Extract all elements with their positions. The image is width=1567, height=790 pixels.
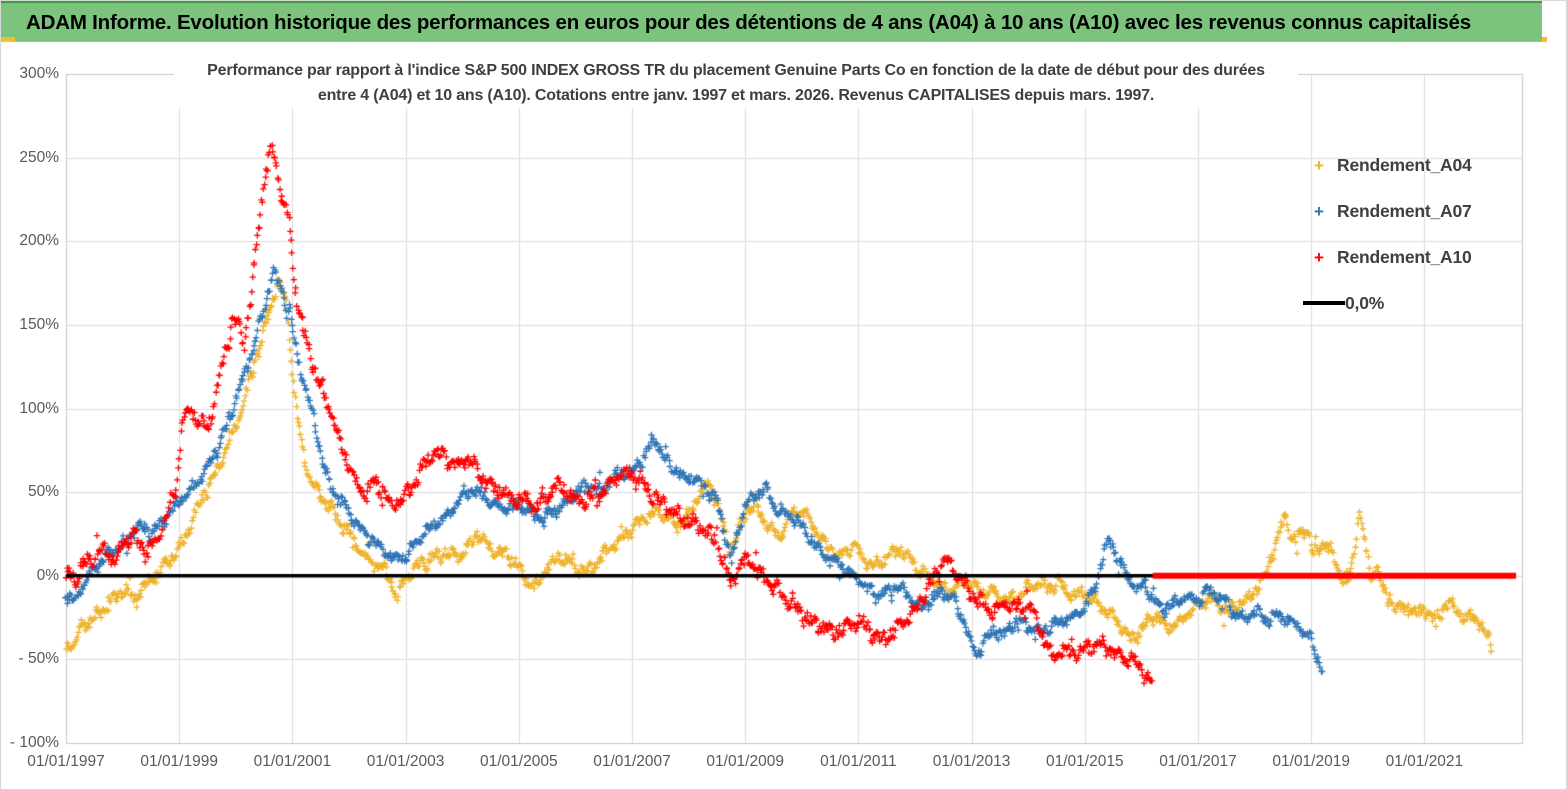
legend-item-rendement-a07[interactable]: + Rendement_A07 <box>1301 188 1516 234</box>
x-tick-label: 01/01/2013 <box>932 753 1011 770</box>
x-tick-label: 01/01/2021 <box>1385 753 1464 770</box>
y-tick-label: 100% <box>19 399 59 417</box>
x-tick-label: 01/01/2015 <box>1046 753 1124 770</box>
chart-title-line2: entre 4 (A04) et 10 ans (A10). Cotations… <box>317 87 1155 104</box>
legend-label: Rendement_A10 <box>1337 246 1472 267</box>
legend-item-zero-line[interactable]: 0,0% <box>1301 280 1516 326</box>
y-tick-label: - 50% <box>18 650 60 668</box>
y-tick-label: 0% <box>36 566 59 584</box>
x-tick-label: 01/01/2003 <box>366 753 445 770</box>
x-tick-label: 01/01/2009 <box>706 753 784 770</box>
x-tick-label: 01/01/2001 <box>253 753 332 770</box>
plus-marker-icon: + <box>1314 201 1324 221</box>
plus-marker-icon: + <box>1314 155 1324 175</box>
x-tick-label: 01/01/2005 <box>480 753 558 770</box>
x-tick-label: 01/01/2011 <box>820 753 897 770</box>
y-tick-label: 300% <box>19 65 59 82</box>
x-tick-label: 01/01/2019 <box>1272 753 1350 770</box>
legend-label: 0,0% <box>1345 292 1385 313</box>
chart-legend: + Rendement_A04 + Rendement_A07 + Rendem… <box>1301 142 1516 326</box>
y-tick-label: - 100% <box>9 734 59 751</box>
legend-label: Rendement_A04 <box>1337 154 1472 175</box>
x-tick-label: 01/01/2007 <box>593 753 671 770</box>
y-tick-label: 250% <box>19 148 59 166</box>
y-tick-label: 150% <box>19 315 59 333</box>
x-tick-label: 01/01/1997 <box>27 753 105 770</box>
legend-item-rendement-a10[interactable]: + Rendement_A10 <box>1301 234 1516 280</box>
chart-title: Performance par rapport à l'indice S&P 5… <box>174 58 1298 108</box>
x-tick-label: 01/01/2017 <box>1159 753 1237 770</box>
legend-item-rendement-a04[interactable]: + Rendement_A04 <box>1301 142 1516 188</box>
legend-label: Rendement_A07 <box>1337 200 1472 221</box>
y-tick-label: 50% <box>27 483 59 501</box>
plus-marker-icon: + <box>1314 247 1324 267</box>
y-tick-label: 200% <box>19 232 59 250</box>
x-tick-label: 01/01/1999 <box>140 753 218 770</box>
chart-title-line1: Performance par rapport à l'indice S&P 5… <box>207 62 1265 79</box>
zero-line-swatch <box>1303 301 1345 305</box>
